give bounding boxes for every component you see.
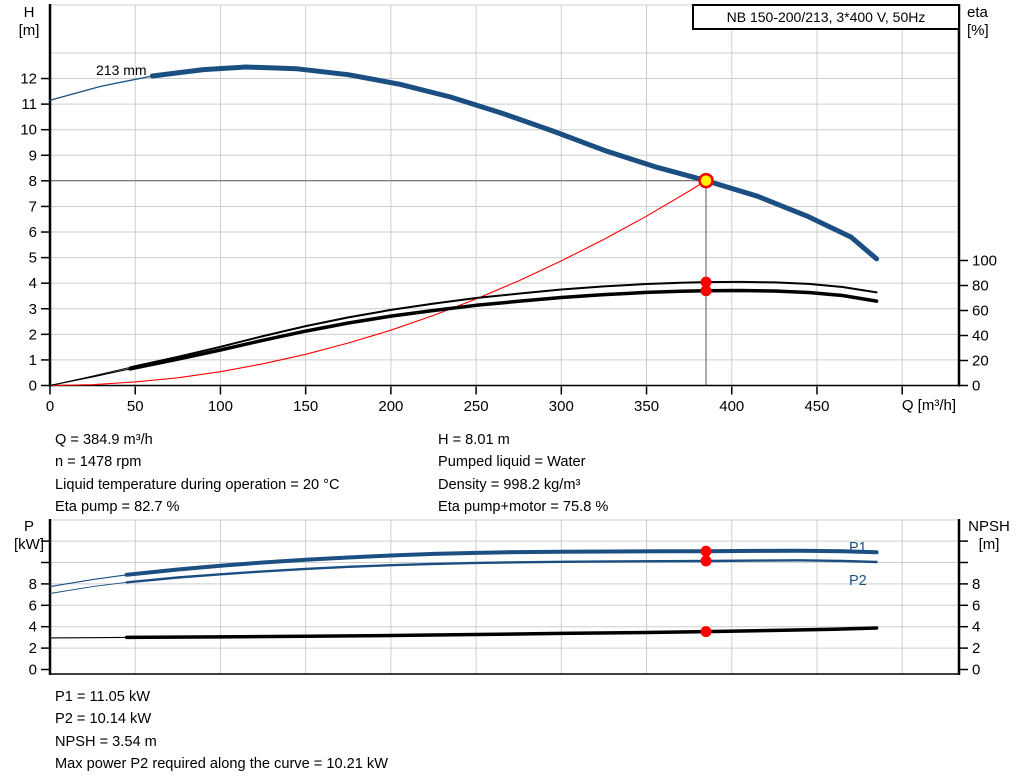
qh-curve: [149, 64, 880, 262]
q-tick-label: 100: [208, 398, 233, 415]
q-tick-label: 400: [719, 398, 744, 415]
info-npsh: NPSH = 3.54 m: [55, 733, 157, 750]
impeller-curve-label: 213 mm: [96, 62, 147, 78]
power-npsh-chart: 0 0 2 2 4 4 6 6 8 8: [29, 519, 980, 679]
p-tick-label: 8: [29, 576, 37, 593]
duty-parabola-thin: [49, 180, 707, 387]
h-tick-label: 10: [20, 122, 37, 139]
npsh-tick-label: 4: [972, 619, 980, 636]
h-tick-label: 0: [29, 378, 37, 395]
npsh-tick-label: 2: [972, 640, 980, 657]
qh-curve-thin: [49, 66, 878, 260]
q-tick-label: 50: [127, 398, 144, 415]
p-tick-label: 0: [29, 662, 37, 679]
eta-pump: [129, 280, 878, 369]
q-tick-label: 150: [293, 398, 318, 415]
duty-info-left: Q = 384.9 m³/h n = 1478 rpm Liquid tempe…: [55, 429, 340, 519]
h-tick-label: 6: [29, 224, 37, 241]
duty-npsh-marker: [700, 626, 712, 638]
npsh-axis-unit: NPSH [m]: [958, 518, 1020, 554]
h-axis-unit-bracket: [m]: [18, 22, 40, 39]
info-eta-pump: Eta pump = 82.7 %: [55, 499, 180, 516]
q-tick-label: 0: [46, 398, 54, 415]
info-n: n = 1478 rpm: [55, 454, 142, 471]
h-tick-label: 5: [29, 250, 37, 267]
h-tick-label: 1: [29, 352, 37, 369]
eta-tick-label: 100: [972, 253, 997, 270]
p-tick-label: 4: [29, 619, 37, 636]
eta-tick-label: 60: [972, 303, 989, 320]
power-info: P1 = 11.05 kW P2 = 10.14 kW NPSH = 3.54 …: [55, 686, 388, 776]
h-tick-label: 4: [29, 275, 37, 292]
info-pumped-liquid: Pumped liquid = Water: [438, 454, 586, 471]
p-axis-unit-symbol: P: [23, 518, 34, 535]
npsh-tick-label: 8: [972, 576, 980, 593]
q-tick-label: 350: [634, 398, 659, 415]
h-axis-unit: H [m]: [6, 4, 52, 40]
p1-curve: [124, 548, 879, 577]
npsh-axis-unit-symbol: NPSH: [968, 518, 1010, 535]
eta-tick-label: 40: [972, 328, 989, 345]
info-p2: P2 = 10.14 kW: [55, 711, 152, 728]
duty-p1-marker: [700, 545, 712, 557]
h-tick-label: 9: [29, 147, 37, 164]
duty-p2-marker: [700, 555, 712, 567]
p-tick-label: 6: [29, 597, 37, 614]
h-tick-label: 11: [21, 96, 37, 113]
h-tick-label: 3: [29, 301, 37, 318]
eta-tick-label: 0: [972, 378, 980, 395]
info-eta-pump-motor: Eta pump+motor = 75.8 %: [438, 499, 609, 516]
eta-axis-unit-symbol: eta: [967, 4, 988, 21]
p2-curve: [125, 559, 878, 584]
info-q: Q = 384.9 m³/h: [55, 432, 153, 448]
pump-title-box: NB 150-200/213, 3*400 V, 50Hz: [692, 4, 960, 30]
p-tick-label: 2: [29, 640, 37, 657]
duty-eta-pump-marker: [700, 276, 712, 288]
eta-axis-unit-bracket: [%]: [967, 22, 989, 39]
p1-series-label: P1: [849, 540, 867, 556]
q-axis-label: Q [m³/h]: [901, 397, 956, 414]
npsh-tick-label: 6: [972, 597, 980, 614]
q-tick-label: 250: [464, 398, 489, 415]
duty-info-right: H = 8.01 m Pumped liquid = Water Density…: [438, 429, 608, 519]
npsh-curve: [124, 626, 879, 640]
q-tick-label: 300: [549, 398, 574, 415]
eta-pump-motor: [128, 288, 879, 371]
h-tick-label: 7: [29, 198, 37, 215]
h-tick-label: 8: [29, 173, 37, 190]
eta-pump-thin: [49, 281, 878, 386]
h-tick-label: 2: [29, 326, 37, 343]
eta-tick-label: 80: [972, 278, 989, 295]
eta-axis-unit: eta [%]: [967, 4, 1017, 40]
info-density: Density = 998.2 kg/m³: [438, 476, 581, 493]
eta-pump-motor-thin: [49, 289, 878, 387]
npsh-axis-unit-bracket: [m]: [978, 536, 1000, 553]
duty-point-marker: [698, 172, 714, 189]
p2-series-label: P2: [849, 573, 867, 589]
eta-tick-label: 20: [972, 353, 989, 370]
h-axis-unit-symbol: H: [23, 4, 35, 21]
q-tick-label: 450: [804, 398, 829, 415]
info-h: H = 8.01 m: [438, 432, 510, 448]
info-liquid-temp: Liquid temperature during operation = 20…: [55, 476, 340, 493]
p-axis-unit-bracket: [kW]: [14, 536, 44, 553]
npsh-tick-label: 0: [972, 662, 980, 679]
info-p1: P1 = 11.05 kW: [55, 689, 151, 705]
h-tick-label: 12: [20, 71, 37, 88]
q-tick-label: 200: [378, 398, 403, 415]
p-axis-unit: P [kW]: [6, 518, 52, 554]
info-max-power: Max power P2 required along the curve = …: [55, 756, 388, 773]
duty-eta-pump-motor-marker: [700, 285, 712, 297]
